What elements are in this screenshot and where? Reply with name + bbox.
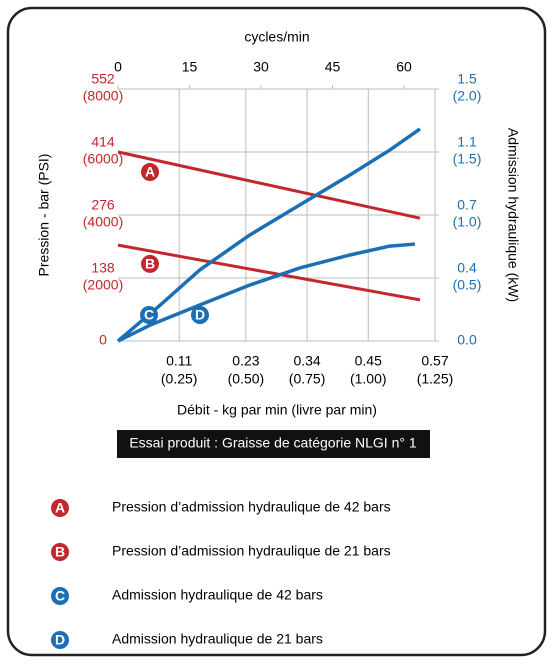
y2-tick-label: 1.5 (457, 71, 477, 87)
y-tick-label: 414 (91, 134, 115, 150)
top-axis-title: cycles/min (244, 29, 309, 45)
x-tick-label: 0.23 (232, 353, 259, 369)
series-marker-bg (51, 499, 69, 517)
legend-label: Admission hydraulique de 21 bars (112, 631, 323, 647)
x-tick-secondary-label: (1.00) (350, 371, 387, 387)
y-tick-label: 0 (99, 332, 107, 348)
series-marker: B (55, 544, 65, 560)
x-tick-secondary-label: (0.75) (289, 371, 326, 387)
series-line (117, 150, 421, 220)
y2-tick-secondary-label: (1.5) (453, 151, 482, 167)
x-tick-secondary-label: (0.25) (161, 371, 198, 387)
y-axis-title: Pression - bar (PSI) (36, 154, 52, 277)
x-tick-secondary-label: (1.25) (417, 371, 454, 387)
series-line (116, 127, 421, 343)
series-line (117, 243, 421, 302)
series-marker-bg (51, 543, 69, 561)
x-axis-title: Débit - kg par min (livre par min) (177, 402, 377, 418)
x-tick-secondary-label: (0.50) (228, 371, 265, 387)
x2-tick-label: 0 (114, 59, 122, 75)
y-tick-secondary-label: (2000) (83, 277, 123, 293)
series-marker: C (55, 588, 65, 604)
x2-tick-label: 15 (182, 59, 198, 75)
series-marker: A (55, 500, 65, 516)
x-tick-label: 0.11 (166, 353, 192, 369)
series-marker-bg (141, 163, 159, 182)
x-tick-label: 0.57 (421, 353, 448, 369)
y2-tick-secondary-label: (0.5) (453, 277, 482, 293)
series-marker-bg (191, 306, 209, 324)
series-marker-bg (140, 306, 158, 324)
y2-tick-label: 0.0 (457, 332, 477, 348)
banner-bg (117, 430, 430, 458)
series-marker: D (55, 632, 65, 648)
legend-label: Pression d’admission hydraulique de 21 b… (112, 543, 391, 559)
legend-label: Admission hydraulique de 42 bars (112, 587, 323, 603)
legend-label: Pression d’admission hydraulique de 42 b… (112, 499, 391, 515)
y-tick-label: 552 (91, 71, 115, 87)
banner: Essai produit : Graisse de catégorie NLG… (129, 435, 417, 451)
series-marker-bg (141, 254, 159, 273)
y2-tick-label: 1.1 (457, 134, 477, 150)
series-marker-bg (51, 631, 69, 649)
y2-axis-title: Admission hydraulique (kW) (505, 128, 521, 302)
y2-tick-label: 0.4 (457, 260, 477, 276)
series-marker: D (195, 307, 205, 323)
y2-tick-secondary-label: (2.0) (453, 88, 482, 104)
x2-tick-label: 30 (253, 59, 269, 75)
y2-tick-secondary-label: (1.0) (453, 214, 482, 230)
x2-tick-label: 45 (325, 59, 341, 75)
series-marker: A (145, 164, 155, 180)
series-line (117, 242, 416, 343)
x2-tick-label: 60 (396, 59, 412, 75)
y2-tick-label: 0.7 (457, 197, 477, 213)
series-marker: B (145, 256, 155, 272)
y-tick-secondary-label: (6000) (83, 151, 123, 167)
y-tick-label: 276 (91, 197, 115, 213)
series-marker-bg (51, 587, 69, 605)
y-tick-secondary-label: (8000) (83, 88, 123, 104)
x-tick-label: 0.34 (293, 353, 320, 369)
x-tick-label: 0.45 (355, 353, 382, 369)
y-tick-secondary-label: (4000) (83, 214, 123, 230)
y-tick-label: 138 (91, 260, 115, 276)
series-marker: C (144, 307, 154, 323)
